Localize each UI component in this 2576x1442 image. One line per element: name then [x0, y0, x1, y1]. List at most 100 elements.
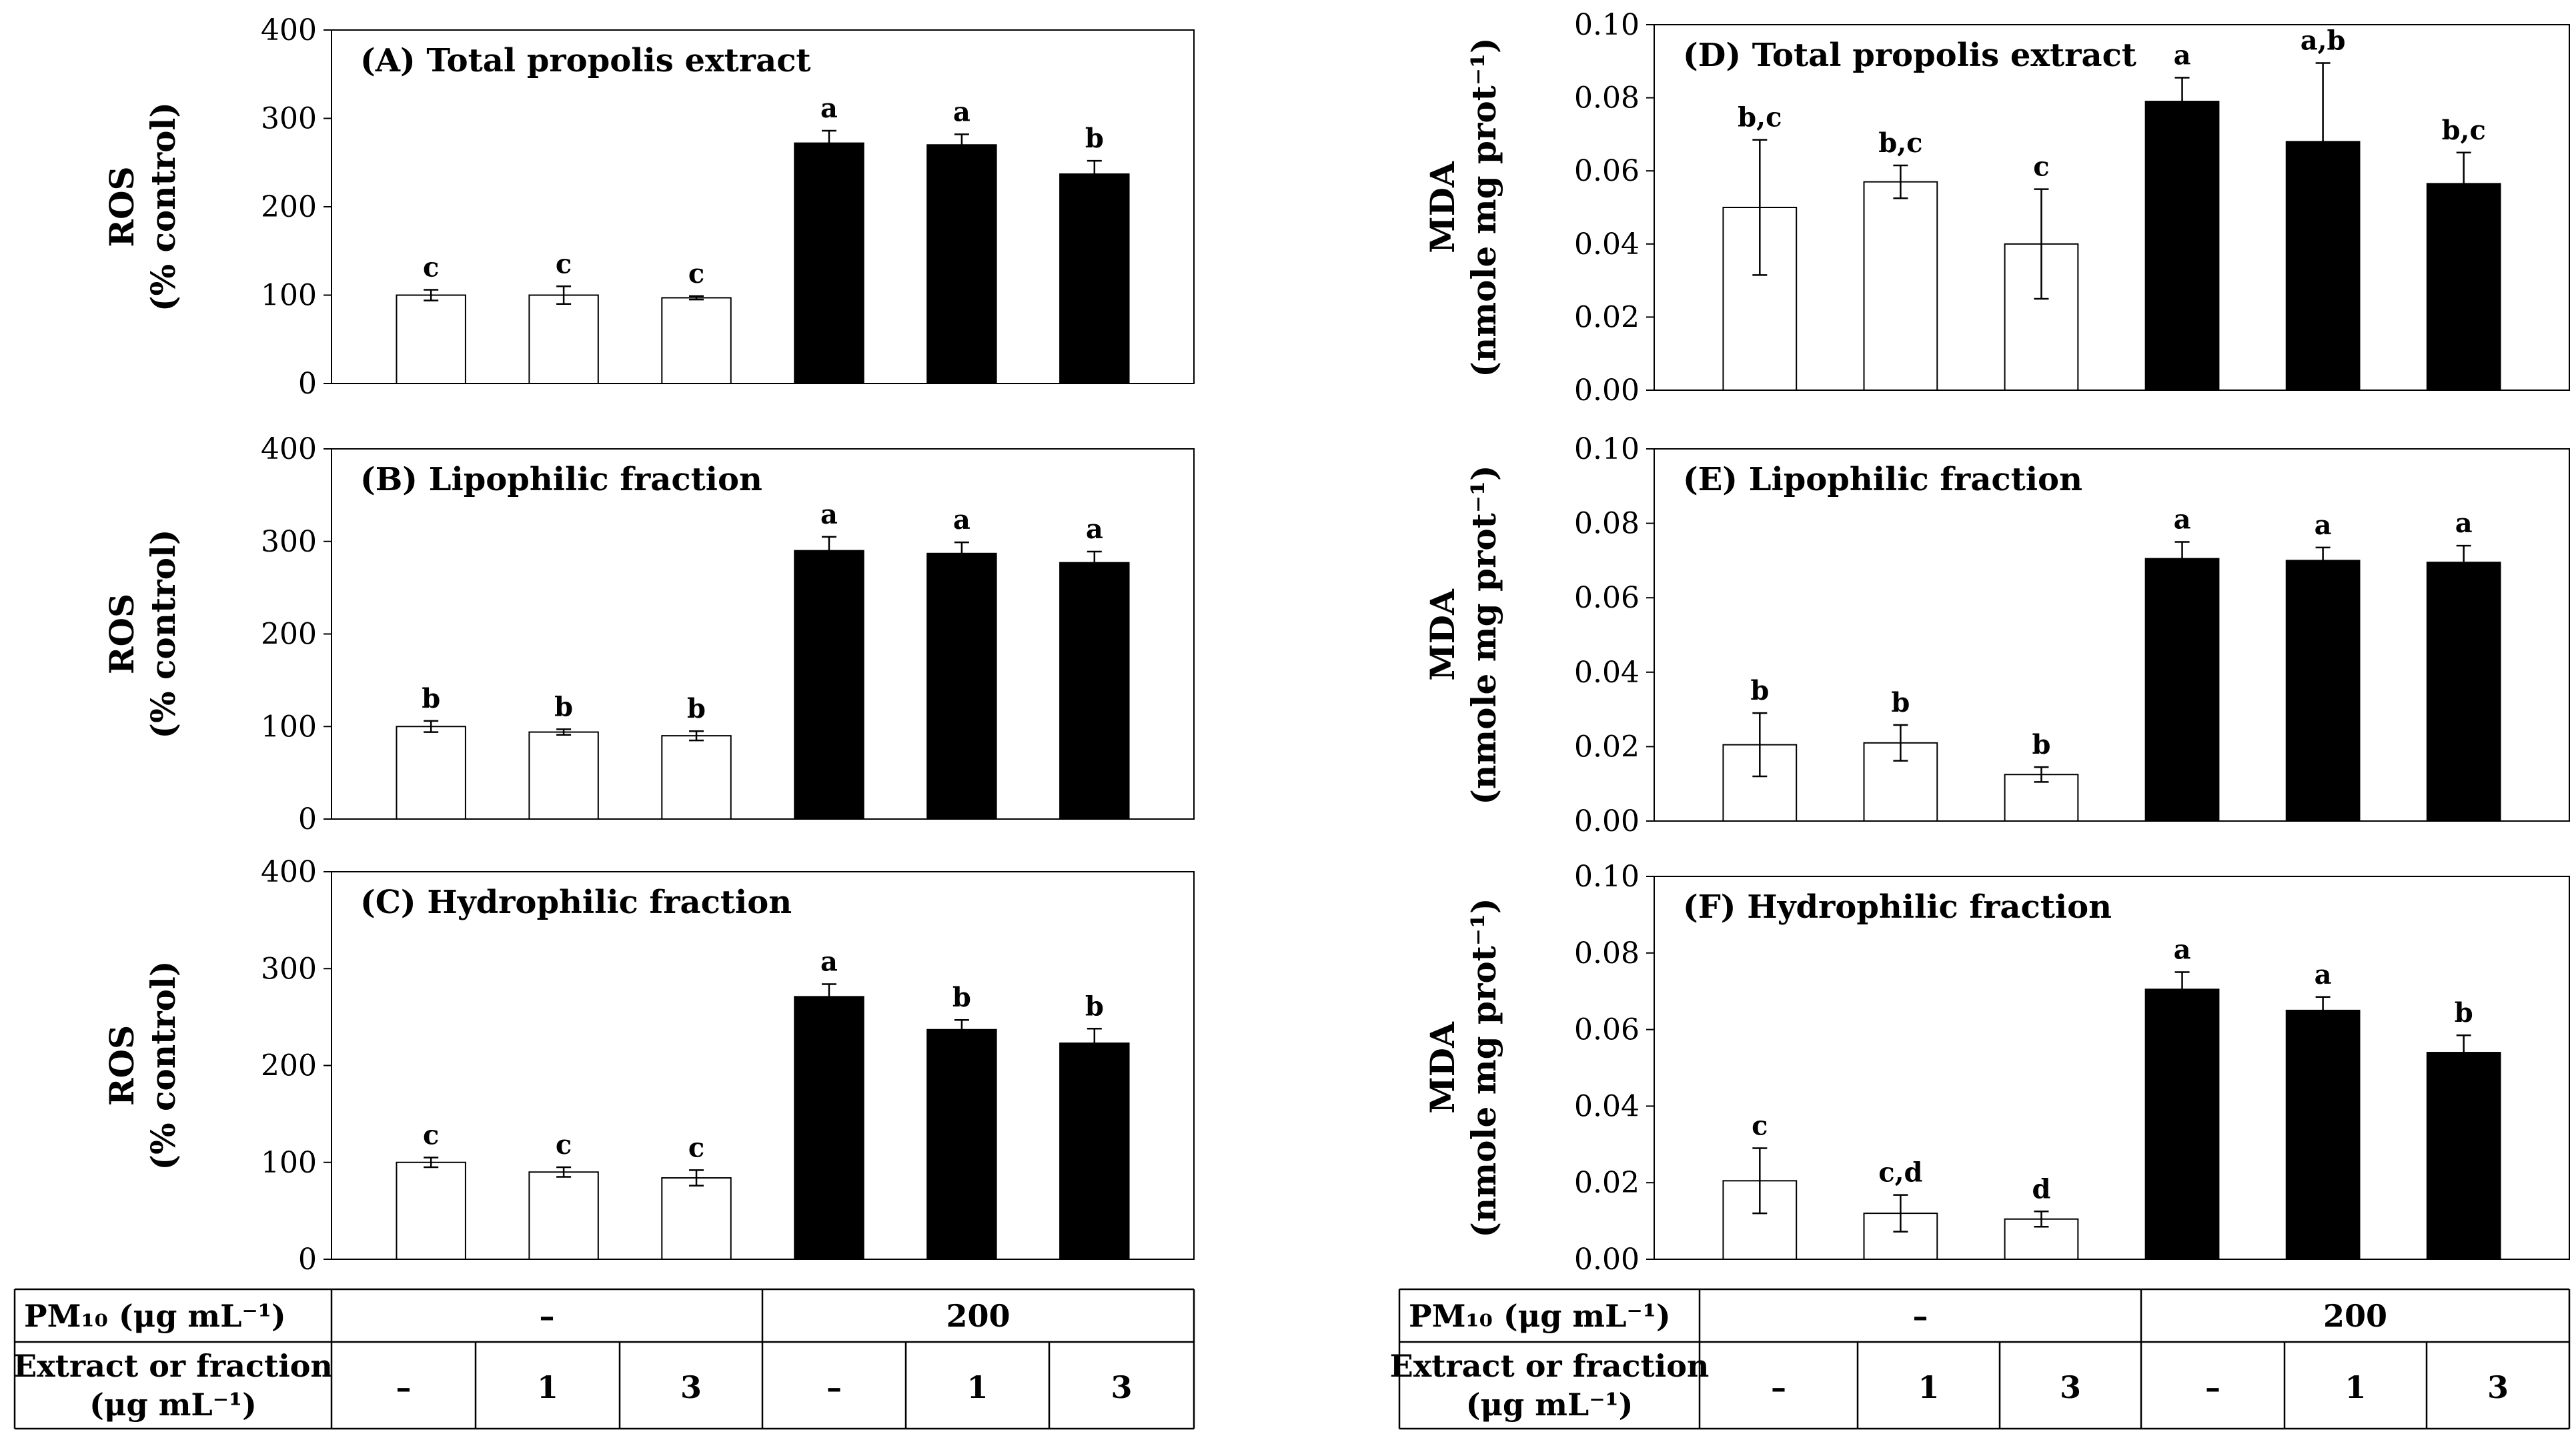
error-bar: [821, 536, 836, 566]
significance-letter: b: [1085, 123, 1104, 154]
pm-value: 200: [946, 1298, 1010, 1334]
pm-value: –: [540, 1298, 555, 1334]
significance-letter: a: [1086, 514, 1103, 545]
error-bar: [2174, 971, 2190, 1008]
y-tick-label: 0.04: [1574, 656, 1640, 690]
significance-letter: a: [820, 499, 838, 530]
extract-value: 1: [537, 1369, 558, 1405]
bar: [2144, 101, 2220, 392]
panel-title: (B) Lipophilic fraction: [360, 461, 762, 498]
bar: [2426, 183, 2501, 391]
significance-letter: a: [2174, 39, 2191, 71]
error-bar: [2034, 1211, 2049, 1228]
significance-letter: a: [953, 504, 971, 536]
pm-value: –: [1913, 1298, 1928, 1334]
error-bar: [689, 730, 704, 742]
error-bar: [2315, 62, 2331, 221]
error-bar: [954, 1018, 969, 1040]
extract-value: –: [1771, 1369, 1786, 1405]
significance-letter: c,d: [1878, 1157, 1922, 1189]
y-tick-label: 300: [261, 525, 317, 559]
error-bar: [1893, 164, 1908, 199]
error-bar: [2034, 766, 2049, 783]
error-bar: [556, 728, 572, 736]
bar: [661, 735, 732, 820]
bar: [2004, 774, 2079, 822]
error-bar: [821, 983, 836, 1010]
bar: [2426, 1052, 2501, 1261]
extract-value: 3: [2487, 1369, 2509, 1405]
extract-value: 3: [680, 1369, 702, 1405]
error-bar: [2315, 546, 2331, 575]
y-axis-label: ROS: [102, 1025, 141, 1106]
bar: [926, 1028, 997, 1260]
bar: [661, 297, 732, 384]
error-bar: [954, 541, 969, 566]
y-tick-label: 0: [298, 1243, 317, 1277]
significance-letter: a: [953, 96, 971, 127]
y-tick-label: 0.06: [1574, 581, 1640, 615]
bar: [396, 294, 466, 384]
significance-letter: b,c: [1878, 127, 1922, 159]
y-tick-label: 400: [261, 13, 317, 47]
bar: [396, 1161, 466, 1260]
significance-letter: c: [556, 1129, 572, 1161]
treatment-table: PM₁₀ (μg mL⁻¹) Extract or fraction(μg mL⁻…: [13, 1288, 1195, 1430]
significance-letter: a: [820, 946, 838, 977]
y-tick-label: 0: [298, 802, 317, 836]
y-tick-label: 200: [261, 618, 317, 652]
error-bar: [1893, 1194, 1908, 1233]
y-tick-label: 300: [261, 952, 317, 986]
panel-c: 0 100 200 300 400 ROS (% control) (C) Hydrophil…: [102, 855, 1195, 1277]
error-bar: [1087, 1028, 1102, 1059]
panel-f: 0.00 0.02 0.04 0.06 0.08 0.10 MDA (nmole mg pro…: [1423, 860, 2570, 1277]
y-tick-label: 0: [298, 367, 317, 401]
plot-frame: [1654, 876, 2570, 1260]
significance-letter: b: [1085, 990, 1104, 1022]
error-bar: [821, 129, 836, 157]
error-bar: [1752, 712, 1768, 778]
significance-letter: c: [1752, 1111, 1768, 1142]
bar: [2144, 558, 2220, 822]
extract-value: 1: [967, 1369, 988, 1405]
y-axis-label-units: (nmole mg prot⁻¹): [1464, 465, 1503, 804]
significance-letter: c: [688, 258, 704, 289]
pm-value: 200: [2323, 1298, 2387, 1334]
significance-letter: b: [1750, 675, 1769, 706]
y-tick-label: 0.04: [1574, 1089, 1640, 1123]
significance-letter: b: [1891, 687, 1910, 718]
bar: [2426, 562, 2501, 822]
panel-title: (F) Hydrophilic fraction: [1683, 888, 2112, 926]
error-bar: [2456, 151, 2471, 216]
y-axis-label: ROS: [102, 594, 141, 674]
significance-letter: b,c: [1738, 102, 1782, 133]
y-axis-label-units: (% control): [143, 529, 183, 738]
significance-letter: b,c: [2442, 115, 2486, 146]
treatment-table: PM₁₀ (μg mL⁻¹) Extract or fraction(μg mL⁻…: [1390, 1288, 2571, 1430]
y-tick-label: 0.06: [1574, 154, 1640, 188]
error-bar: [954, 133, 969, 157]
extract-row-label-units: (μg mL⁻¹): [89, 1387, 257, 1423]
error-bar: [2034, 188, 2049, 300]
error-bar: [556, 1166, 572, 1178]
error-bar: [689, 295, 704, 301]
bar: [528, 294, 599, 384]
extract-row-label-units: (μg mL⁻¹): [1466, 1387, 1634, 1423]
panel-title: (D) Total propolis extract: [1683, 37, 2136, 74]
y-tick-label: 400: [261, 432, 317, 466]
y-tick-label: 200: [261, 1049, 317, 1083]
error-bar: [2315, 996, 2331, 1025]
y-tick-label: 0.02: [1574, 730, 1640, 764]
bar: [2285, 560, 2361, 822]
bar: [1863, 181, 1938, 391]
pm-row-label: PM₁₀ (μg mL⁻¹): [1409, 1298, 1671, 1334]
significance-letter: b: [687, 693, 706, 724]
error-bar: [424, 720, 439, 733]
panel-e: 0.00 0.02 0.04 0.06 0.08 0.10 MDA (nmole mg pro…: [1423, 432, 2570, 838]
bar: [926, 552, 997, 820]
significance-letter: c: [423, 1119, 439, 1151]
y-axis-label: ROS: [102, 166, 141, 247]
significance-letter: a: [2455, 508, 2473, 539]
significance-letter: c: [556, 248, 572, 279]
